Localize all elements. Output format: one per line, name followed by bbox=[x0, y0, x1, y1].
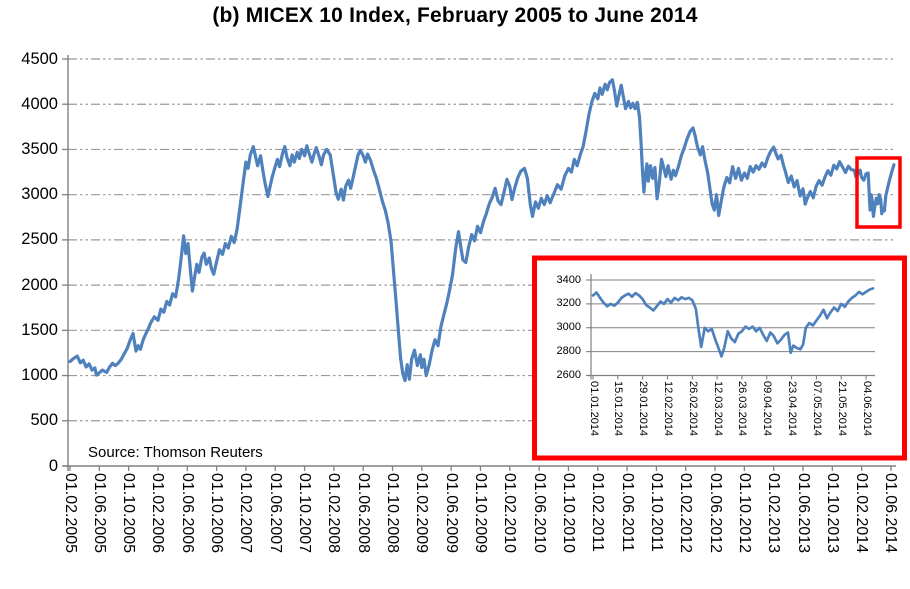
chart-title: (b) MICEX 10 Index, February 2005 to Jun… bbox=[212, 4, 698, 27]
micex-index-line bbox=[68, 78, 896, 383]
highlight-box-2014 bbox=[855, 156, 902, 229]
source-note: Source: Thomson Reuters bbox=[88, 444, 263, 461]
inset-highlight-frame bbox=[532, 255, 907, 461]
micex-inset-line bbox=[591, 287, 875, 358]
